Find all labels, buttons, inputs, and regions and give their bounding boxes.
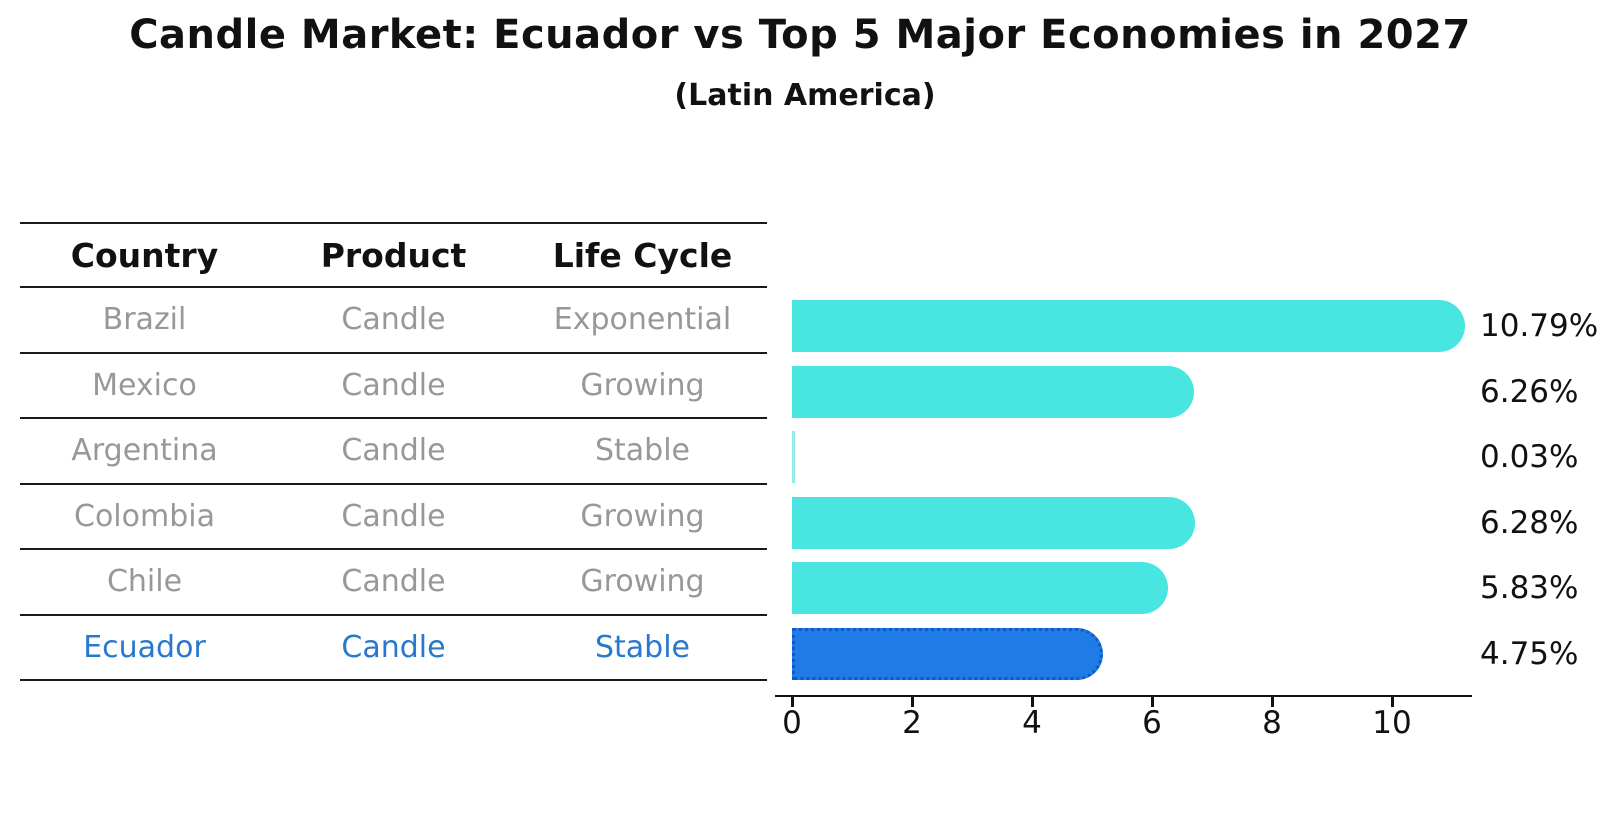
country-cell: Chile: [106, 564, 183, 600]
x-tick-label: 0: [782, 705, 802, 741]
life-cycle-cell: Growing: [580, 564, 705, 600]
column-header-country: Country: [70, 235, 219, 275]
x-tick-label: 2: [902, 705, 922, 741]
bar-brazil: [792, 300, 1466, 352]
table-row: Brazil Candle Exponential: [20, 288, 767, 354]
column-header-product: Product: [320, 235, 467, 275]
table-row: Colombia Candle Growing: [20, 485, 767, 550]
bar-mexico: [792, 365, 1194, 418]
value-label: 5.83%: [1480, 570, 1579, 606]
bar-chile: [792, 562, 1168, 614]
country-cell: Brazil: [102, 302, 187, 338]
x-axis-tick: [911, 697, 914, 707]
value-label: 0.03%: [1480, 439, 1579, 475]
life-cycle-cell: Exponential: [553, 302, 732, 338]
product-cell: Candle: [341, 302, 446, 338]
product-cell: Candle: [341, 367, 446, 403]
value-label: 6.28%: [1480, 504, 1579, 541]
country-cell: Ecuador: [83, 629, 206, 665]
x-axis-tick: [1391, 697, 1394, 707]
table-row: Argentina Candle Stable: [20, 419, 767, 485]
x-axis-tick: [791, 697, 794, 707]
x-tick-label: 8: [1262, 705, 1282, 741]
value-label: 4.75%: [1480, 635, 1579, 672]
value-label: 6.26%: [1480, 373, 1579, 410]
x-tick-label: 10: [1372, 705, 1412, 741]
bar-argentina: [792, 431, 795, 483]
x-axis-line: [775, 695, 1472, 697]
product-cell: Candle: [341, 629, 446, 665]
product-cell: Candle: [341, 564, 446, 600]
country-cell: Argentina: [71, 433, 218, 469]
table-row: Mexico Candle Growing: [20, 354, 767, 419]
bar-ecuador: [792, 627, 1103, 680]
life-cycle-cell: Growing: [580, 367, 705, 403]
x-tick-label: 6: [1142, 705, 1162, 741]
life-cycle-cell: Stable: [594, 629, 691, 665]
table-row-ecuador: Ecuador Candle Stable: [20, 616, 767, 681]
value-label: 10.79%: [1480, 308, 1599, 344]
x-tick-label: 4: [1022, 705, 1042, 741]
life-cycle-cell: Growing: [580, 498, 705, 534]
product-cell: Candle: [341, 498, 446, 534]
column-header-life-cycle: Life Cycle: [552, 235, 733, 275]
country-cell: Mexico: [92, 367, 197, 403]
x-axis-tick: [1151, 697, 1154, 707]
table-header-row: Country Product Life Cycle: [20, 222, 767, 288]
life-cycle-cell: Stable: [594, 433, 691, 469]
country-cell: Colombia: [74, 498, 215, 534]
chart-subtitle: (Latin America): [674, 78, 936, 113]
x-axis-tick: [1271, 697, 1274, 707]
product-cell: Candle: [341, 433, 446, 469]
x-axis-tick: [1031, 697, 1034, 707]
chart-title: Candle Market: Ecuador vs Top 5 Major Ec…: [129, 12, 1471, 58]
bar-colombia: [792, 496, 1195, 549]
table-row: Chile Candle Growing: [20, 550, 767, 616]
